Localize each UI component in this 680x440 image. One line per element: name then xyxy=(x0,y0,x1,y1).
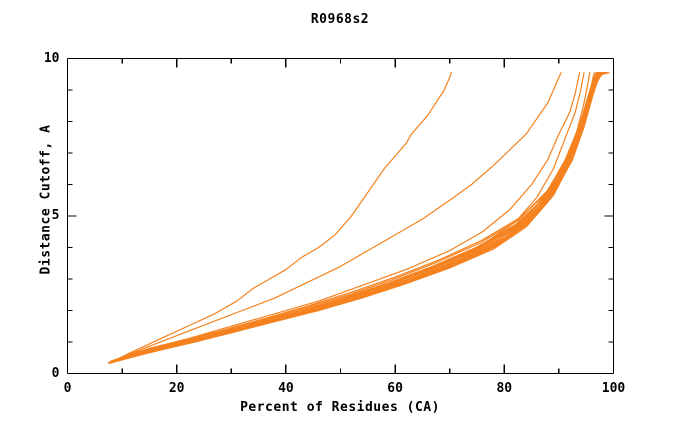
x-tick-label: 80 xyxy=(496,380,513,396)
data-series-line xyxy=(109,72,452,364)
y-axis-title: Distance Cutoff, A xyxy=(38,124,54,275)
x-tick-label: 60 xyxy=(387,380,403,396)
y-tick-label: 0 xyxy=(51,365,60,381)
data-series-line xyxy=(107,72,585,364)
data-series-line xyxy=(110,72,610,364)
y-tick-label: 5 xyxy=(51,208,60,223)
x-tick-label: 40 xyxy=(278,380,294,396)
data-series-line xyxy=(110,72,581,362)
x-axis-title: Percent of Residues (CA) xyxy=(240,400,440,415)
y-tick-label: 10 xyxy=(43,50,60,66)
data-series-line xyxy=(116,72,591,360)
data-series-line xyxy=(125,72,607,356)
chart-title: R0968s2 xyxy=(310,12,370,27)
x-tick-label: 100 xyxy=(601,380,626,396)
data-series-line xyxy=(132,72,609,354)
data-curves xyxy=(107,72,610,365)
x-tick-label: 20 xyxy=(168,380,185,396)
tick-marks xyxy=(66,57,615,375)
x-tick-label: 0 xyxy=(63,380,72,396)
data-series-line xyxy=(113,72,562,362)
